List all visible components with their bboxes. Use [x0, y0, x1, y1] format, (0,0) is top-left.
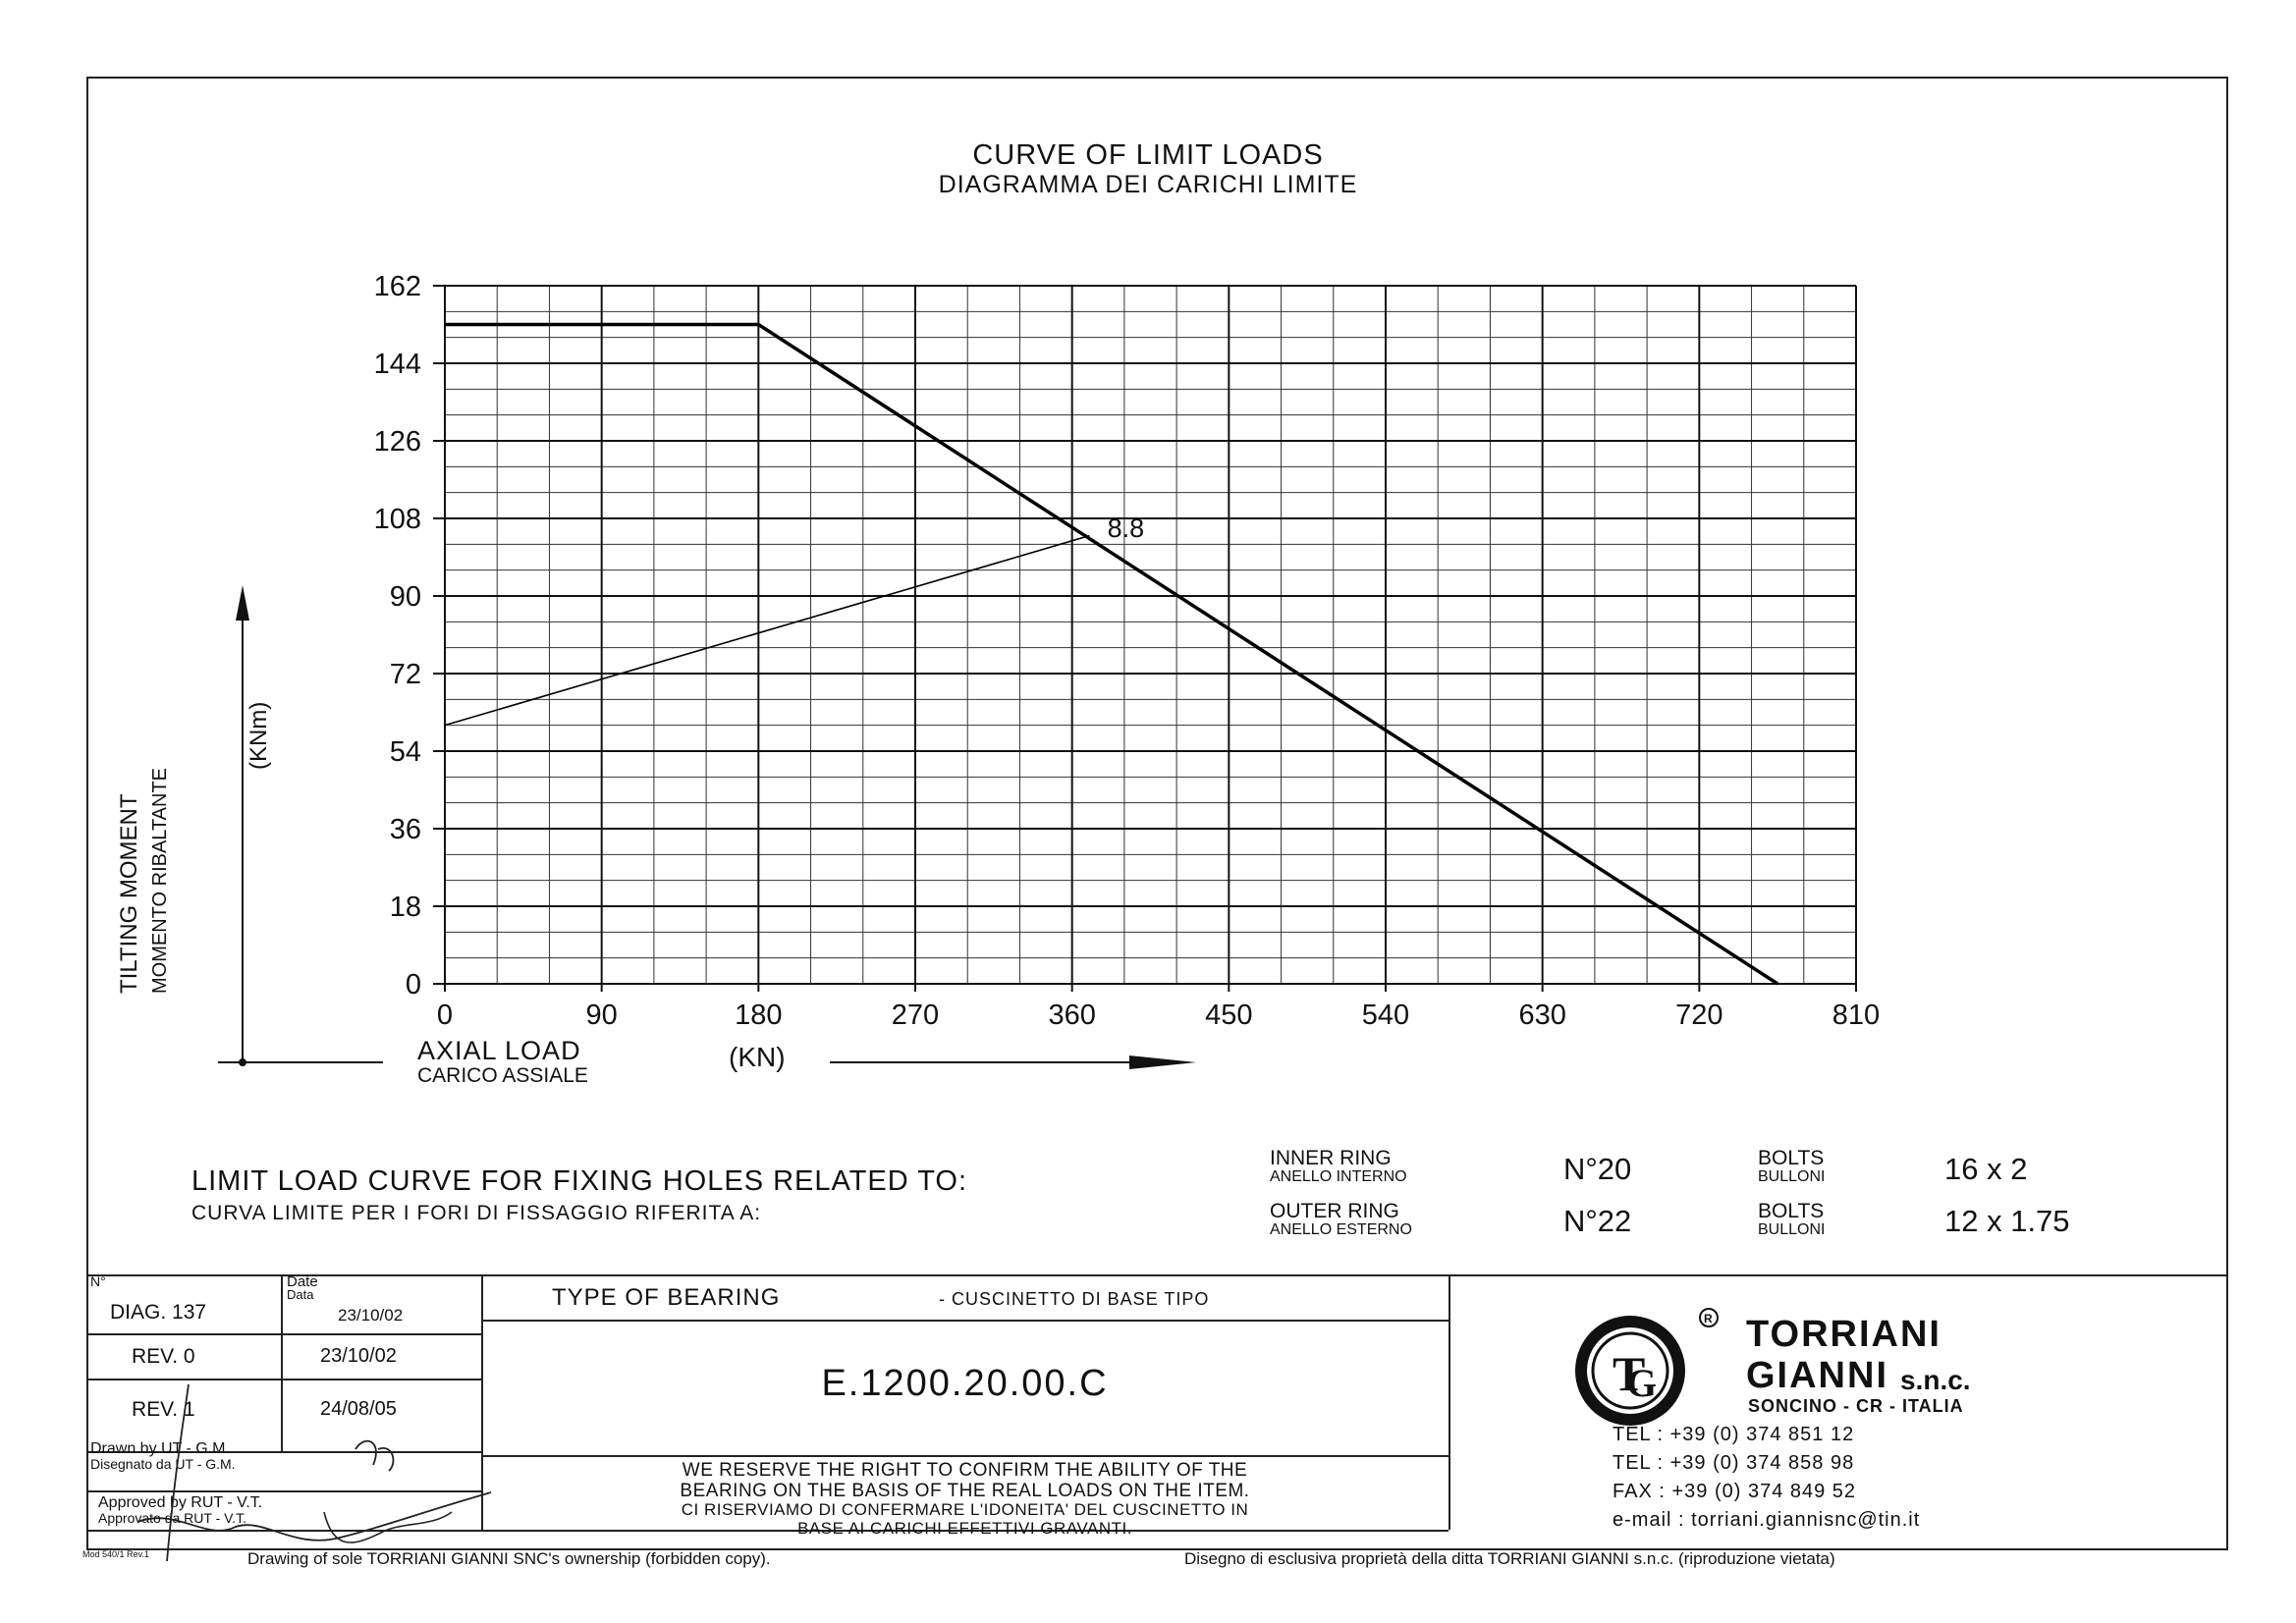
y-tick-label: 90 [390, 581, 421, 613]
titleblock-line [86, 1451, 481, 1453]
y-axis-arrow-head [236, 585, 249, 621]
approved-by-sub: Approvato da RUT - V.T. [98, 1510, 246, 1526]
outer-bolts-label: BOLTS [1758, 1200, 1825, 1222]
y-tick-label: 162 [374, 271, 421, 302]
reserve-line-1: WE RESERVE THE RIGHT TO CONFIRM THE ABIL… [682, 1460, 1248, 1481]
curve-annotation: 8.8 [1108, 514, 1145, 543]
titleblock-line [86, 1490, 481, 1492]
inner-ring-label-sub: ANELLO INTERNO [1270, 1168, 1407, 1185]
rev1-label: REV. 1 [132, 1398, 195, 1421]
reserve-line-2: BEARING ON THE BASIS OF THE REAL LOADS O… [680, 1481, 1250, 1501]
x-tick-label: 360 [1048, 1000, 1095, 1031]
diag-number: DIAG. 137 [110, 1301, 207, 1324]
titleblock-top-line [86, 1274, 2228, 1276]
titleblock-bottom-line [86, 1530, 1449, 1532]
x-tick-label: 630 [1518, 1000, 1565, 1031]
date-label-sub: Data [287, 1287, 314, 1302]
rev0-label: REV. 0 [132, 1345, 195, 1368]
x-tick-label: 0 [437, 1000, 453, 1031]
x-tick-label: 720 [1675, 1000, 1722, 1031]
svg-text:T: T [1613, 1346, 1645, 1401]
inner-ring-label: INNER RING [1270, 1147, 1392, 1169]
y-axis-label-sub: MOMENTO RIBALTANTE [149, 767, 171, 994]
x-tick-label: 810 [1832, 1000, 1880, 1031]
svg-text:R: R [1704, 1312, 1713, 1325]
number-label: N° [90, 1273, 106, 1289]
x-axis-label: AXIAL LOAD [417, 1036, 581, 1065]
fax: FAX : +39 (0) 374 849 52 [1613, 1481, 1857, 1502]
company-logo: T G R [1575, 1308, 1719, 1426]
fixing-subtitle: CURVA LIMITE PER I FORI DI FISSAGGIO RIF… [191, 1202, 762, 1224]
x-axis-unit: (KN) [729, 1042, 786, 1072]
y-tick-label: 0 [406, 969, 421, 1001]
y-tick-label: 126 [374, 426, 421, 458]
svg-text:G: G [1626, 1361, 1657, 1405]
rev1-date: 24/08/05 [320, 1398, 397, 1420]
inner-ring-holes: N°20 [1563, 1152, 1632, 1186]
company-name-1: TORRIANI [1746, 1314, 1941, 1355]
y-tick-label: 18 [390, 892, 421, 923]
titleblock-line [86, 1333, 481, 1335]
titleblock-line [86, 1379, 481, 1380]
phone-2: TEL : +39 (0) 374 858 98 [1613, 1452, 1855, 1474]
y-tick-label: 36 [390, 814, 421, 845]
titleblock-divider [281, 1274, 283, 1451]
drawn-by: Drawn by UT - G.M. [90, 1440, 230, 1457]
x-tick-label: 270 [892, 1000, 939, 1031]
titleblock-divider [481, 1274, 483, 1530]
bearing-type-label: TYPE OF BEARING [552, 1284, 781, 1311]
footer-ownership-en: Drawing of sole TORRIANI GIANNI SNC's ow… [247, 1549, 771, 1568]
x-tick-label: 540 [1362, 1000, 1409, 1031]
outer-ring-holes: N°22 [1563, 1204, 1632, 1238]
bearing-type-label-sub: - CUSCINETTO DI BASE TIPO [939, 1289, 1210, 1309]
signature-drawing [137, 1383, 492, 1562]
outer-ring-label: OUTER RING [1270, 1200, 1399, 1222]
reserve-line-4: BASE AI CARICHI EFFETTIVI GRAVANTI. [797, 1519, 1132, 1538]
y-axis-label: TILTING MOMENT [116, 793, 142, 994]
y-tick-label: 72 [390, 659, 421, 690]
x-axis-arrow-head [1129, 1055, 1196, 1069]
bolt-limit-curve [444, 534, 1090, 727]
y-tick-label: 54 [390, 736, 421, 768]
company-suffix: s.n.c. [1900, 1365, 1971, 1395]
limit-load-curve [445, 322, 1779, 986]
y-tick-label: 144 [374, 349, 421, 380]
rev0-date: 23/10/02 [320, 1345, 397, 1367]
approved-by: Approved by RUT - V.T. [98, 1494, 263, 1511]
company-name-2: GIANNI [1746, 1355, 1888, 1396]
reserve-line-3: CI RISERVIAMO DI CONFERMARE L'IDONEITA' … [681, 1500, 1249, 1519]
inner-bolts-value: 16 x 2 [1944, 1152, 2028, 1186]
footer-ownership-it: Disegno di esclusiva proprietà della dit… [1184, 1549, 1835, 1568]
titleblock-line [481, 1455, 1449, 1457]
outer-bolts-value: 12 x 1.75 [1944, 1204, 2070, 1238]
titleblock-line [481, 1320, 1449, 1322]
drawing-frame [86, 77, 2228, 1550]
drawn-by-sub: Disegnato da UT - G.M. [90, 1456, 236, 1472]
chart-title: CURVE OF LIMIT LOADS [972, 139, 1324, 171]
date-label: Date [287, 1273, 318, 1290]
titleblock-divider [1449, 1274, 1450, 1530]
phone-1: TEL : +39 (0) 374 851 12 [1613, 1424, 1855, 1445]
diag-date: 23/10/02 [338, 1306, 404, 1325]
outer-bolts-label-sub: BULLONI [1758, 1221, 1826, 1238]
x-tick-label: 450 [1205, 1000, 1252, 1031]
chart-subtitle: DIAGRAMMA DEI CARICHI LIMITE [938, 171, 1358, 198]
y-tick-label: 108 [374, 504, 421, 535]
company-location: SONCINO - CR - ITALIA [1748, 1396, 1964, 1416]
email: e-mail : torriani.giannisnc@tin.it [1613, 1509, 1921, 1531]
form-code: Mod 540/1 Rev.1 [82, 1549, 149, 1559]
y-axis-unit: (KNm) [246, 701, 272, 770]
fixing-title: LIMIT LOAD CURVE FOR FIXING HOLES RELATE… [191, 1165, 968, 1197]
axis-origin-dot [239, 1058, 246, 1066]
inner-bolts-label-sub: BULLONI [1758, 1168, 1826, 1185]
x-tick-label: 180 [735, 1000, 782, 1031]
bearing-code: E.1200.20.00.C [821, 1363, 1109, 1404]
outer-ring-label-sub: ANELLO ESTERNO [1270, 1221, 1412, 1238]
x-tick-label: 90 [586, 1000, 618, 1031]
x-axis-label-sub: CARICO ASSIALE [417, 1064, 588, 1087]
inner-bolts-label: BOLTS [1758, 1147, 1825, 1169]
